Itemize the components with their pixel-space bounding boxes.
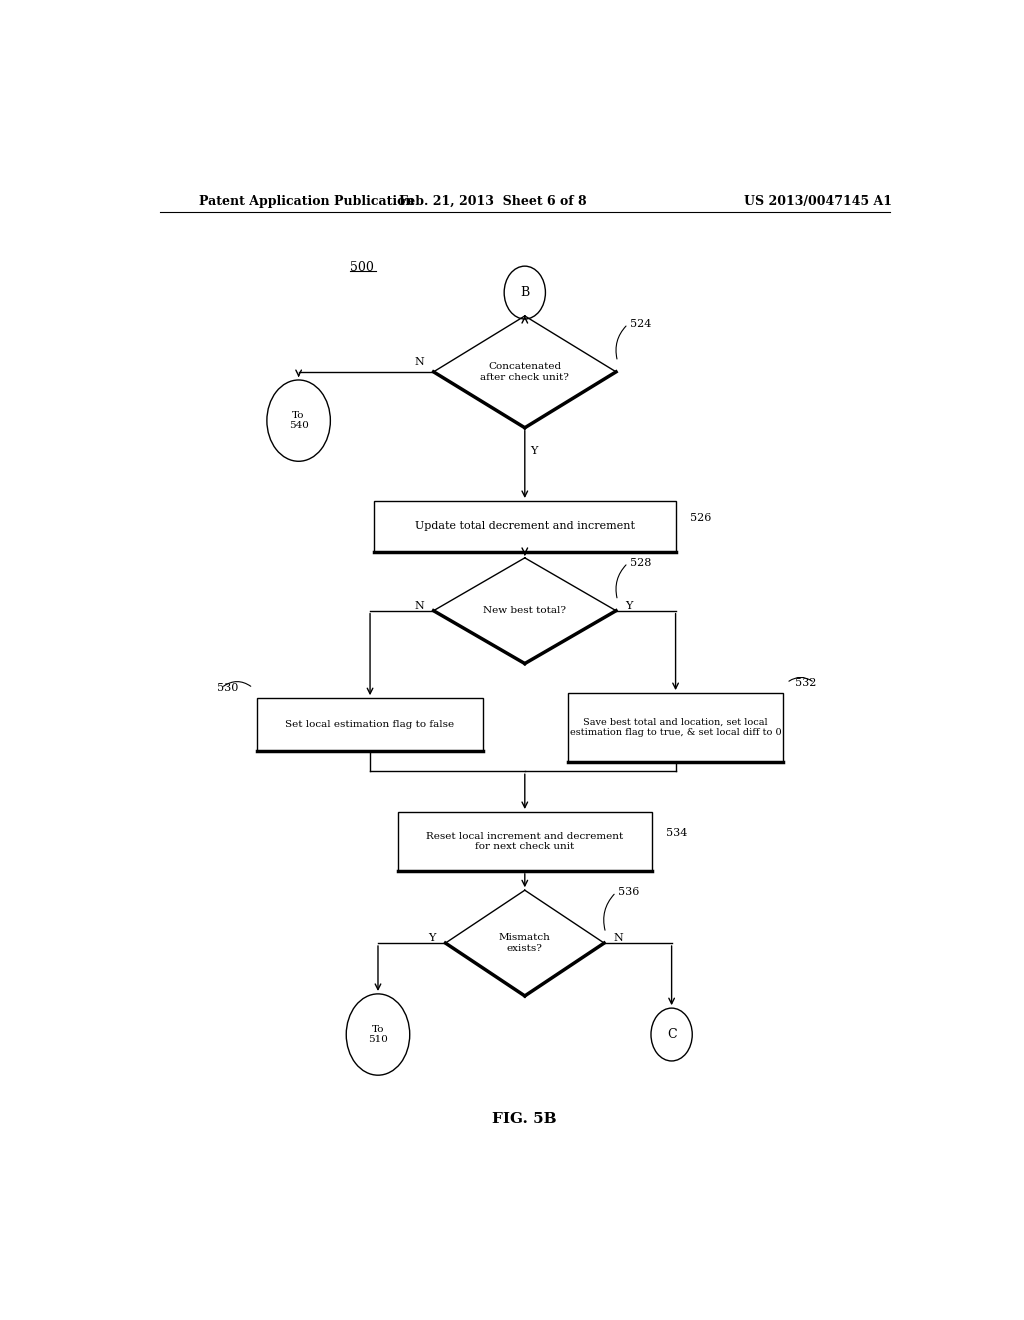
Text: 500: 500 [350,260,374,273]
Text: Mismatch
exists?: Mismatch exists? [499,933,551,953]
Text: B: B [520,286,529,300]
Text: 530: 530 [217,682,239,693]
Text: Reset local increment and decrement
for next check unit: Reset local increment and decrement for … [426,832,624,851]
Text: Concatenated
after check unit?: Concatenated after check unit? [480,362,569,381]
Text: New best total?: New best total? [483,606,566,615]
Text: FIG. 5B: FIG. 5B [493,1111,557,1126]
Text: Patent Application Publication: Patent Application Publication [200,194,415,207]
Text: Set local estimation flag to false: Set local estimation flag to false [286,719,455,729]
Text: 534: 534 [666,828,687,838]
Text: 526: 526 [690,513,712,523]
Text: Update total decrement and increment: Update total decrement and increment [415,521,635,532]
Text: 536: 536 [618,887,640,898]
Text: 532: 532 [795,678,816,688]
Text: N: N [613,933,624,942]
Text: Y: Y [530,446,538,455]
Text: Feb. 21, 2013  Sheet 6 of 8: Feb. 21, 2013 Sheet 6 of 8 [399,194,587,207]
Text: N: N [415,356,424,367]
Text: 528: 528 [631,558,651,568]
Text: N: N [415,601,424,611]
Text: To
540: To 540 [289,411,308,430]
Text: US 2013/0047145 A1: US 2013/0047145 A1 [744,194,893,207]
Text: Y: Y [626,601,633,611]
Bar [374,500,676,552]
Text: To
510: To 510 [368,1024,388,1044]
Text: Y: Y [428,933,436,942]
Bar [257,698,483,751]
Text: 524: 524 [631,319,651,329]
Bar [397,812,651,871]
Text: C: C [667,1028,677,1041]
Bar [568,693,782,762]
Text: Save best total and location, set local
estimation flag to true, & set local dif: Save best total and location, set local … [569,718,781,738]
